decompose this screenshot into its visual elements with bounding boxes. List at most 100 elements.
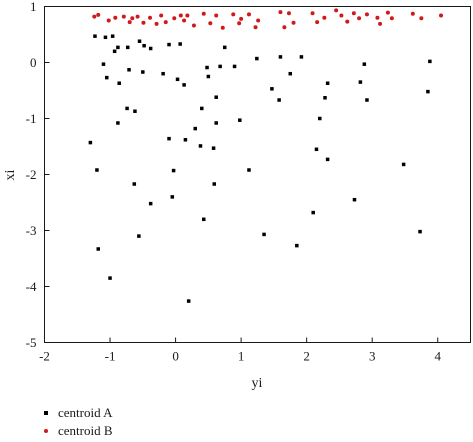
point-centroid-b: [163, 20, 168, 25]
legend-label-centroid-a: centroid A: [58, 405, 113, 420]
point-centroid-b: [178, 13, 183, 18]
point-centroid-a: [232, 64, 237, 69]
point-centroid-b: [351, 11, 356, 16]
legend-item-centroid-b: centroid B: [44, 422, 113, 440]
point-centroid-b: [253, 25, 258, 30]
point-centroid-a: [358, 80, 363, 84]
point-centroid-a: [175, 77, 180, 82]
point-centroid-a: [137, 234, 141, 238]
point-centroid-b: [182, 18, 187, 23]
point-centroid-a: [247, 168, 251, 172]
legend: centroid A centroid B: [44, 404, 113, 440]
point-centroid-a: [428, 59, 432, 64]
y-axis: 1 0 -1 -2 -3 -4 -5: [26, 0, 50, 350]
point-centroid-a: [132, 182, 137, 186]
point-centroid-a: [95, 168, 99, 172]
point-centroid-a: [112, 49, 117, 54]
point-centroid-a: [182, 83, 186, 87]
point-centroid-a: [202, 217, 206, 222]
point-centroid-a: [325, 81, 330, 85]
x-tick-label: 2: [303, 349, 310, 364]
point-centroid-a: [167, 136, 171, 141]
point-centroid-b: [141, 20, 146, 25]
point-centroid-a: [125, 106, 129, 111]
x-tick-label: 1: [238, 349, 245, 364]
point-centroid-b: [278, 10, 283, 15]
y-tick-label: -3: [26, 223, 37, 238]
x-tick-label: -1: [105, 349, 116, 364]
legend-marker-centroid-b: [44, 429, 48, 433]
point-centroid-b: [246, 12, 251, 17]
point-centroid-a: [167, 42, 171, 47]
legend-label-centroid-b: centroid B: [58, 423, 113, 438]
legend-item-centroid-a: centroid A: [44, 404, 113, 422]
point-centroid-a: [218, 64, 222, 69]
point-centroid-a: [255, 56, 259, 61]
point-centroid-b: [191, 23, 196, 28]
point-centroid-a: [311, 210, 315, 215]
point-centroid-b: [135, 14, 140, 19]
point-centroid-a: [288, 71, 293, 76]
point-centroid-b: [237, 21, 242, 26]
point-centroid-b: [208, 21, 213, 26]
point-centroid-a: [214, 95, 218, 99]
point-centroid-a: [426, 89, 430, 94]
point-centroid-b: [345, 19, 350, 24]
point-centroid-b: [410, 11, 415, 16]
y-tick-label: -5: [26, 335, 37, 350]
x-tick-label: 4: [434, 349, 441, 364]
point-centroid-a: [401, 162, 406, 167]
point-centroid-b: [282, 25, 287, 30]
point-centroid-a: [93, 34, 97, 38]
point-centroid-b: [127, 20, 132, 25]
point-centroid-b: [148, 15, 153, 20]
point-centroid-b: [385, 10, 390, 15]
point-centroid-b: [121, 14, 126, 19]
point-centroid-a: [323, 96, 327, 100]
point-centroid-b: [201, 11, 206, 16]
point-centroid-a: [141, 70, 145, 74]
point-centroid-b: [214, 13, 219, 18]
point-centroid-a: [222, 45, 227, 50]
y-tick-label: 1: [30, 0, 37, 14]
y-axis-title: xi: [3, 169, 18, 180]
point-centroid-a: [278, 55, 283, 59]
x-tick-label: 0: [172, 349, 179, 364]
point-centroid-b: [291, 20, 296, 25]
data-points: [88, 8, 444, 303]
point-centroid-a: [178, 42, 182, 46]
point-centroid-b: [154, 21, 159, 26]
point-centroid-a: [206, 74, 211, 79]
point-centroid-b: [357, 16, 362, 21]
point-centroid-a: [116, 121, 120, 125]
point-centroid-b: [113, 15, 118, 20]
point-centroid-b: [106, 18, 111, 23]
point-centroid-a: [214, 121, 218, 125]
x-tick-label: -2: [39, 349, 50, 364]
point-centroid-b: [185, 13, 190, 18]
point-centroid-b: [231, 12, 236, 17]
point-centroid-a: [362, 62, 367, 66]
point-centroid-b: [130, 16, 135, 21]
point-centroid-a: [270, 87, 274, 91]
point-centroid-a: [148, 46, 153, 51]
point-centroid-a: [116, 45, 120, 50]
point-centroid-a: [205, 65, 209, 70]
point-centroid-a: [108, 276, 112, 280]
point-centroid-a: [88, 140, 93, 145]
point-centroid-a: [186, 299, 191, 303]
point-centroid-b: [159, 13, 164, 18]
point-centroid-a: [161, 71, 165, 76]
point-centroid-a: [183, 138, 188, 142]
point-centroid-b: [256, 18, 261, 23]
y-tick-label: -1: [26, 111, 37, 126]
point-centroid-b: [239, 16, 244, 21]
point-centroid-b: [96, 12, 101, 17]
point-centroid-b: [310, 11, 315, 16]
point-centroid-b: [419, 16, 424, 21]
point-centroid-b: [439, 13, 444, 18]
x-tick-label: 3: [369, 349, 376, 364]
y-tick-label: -2: [26, 167, 37, 182]
point-centroid-a: [299, 55, 304, 59]
